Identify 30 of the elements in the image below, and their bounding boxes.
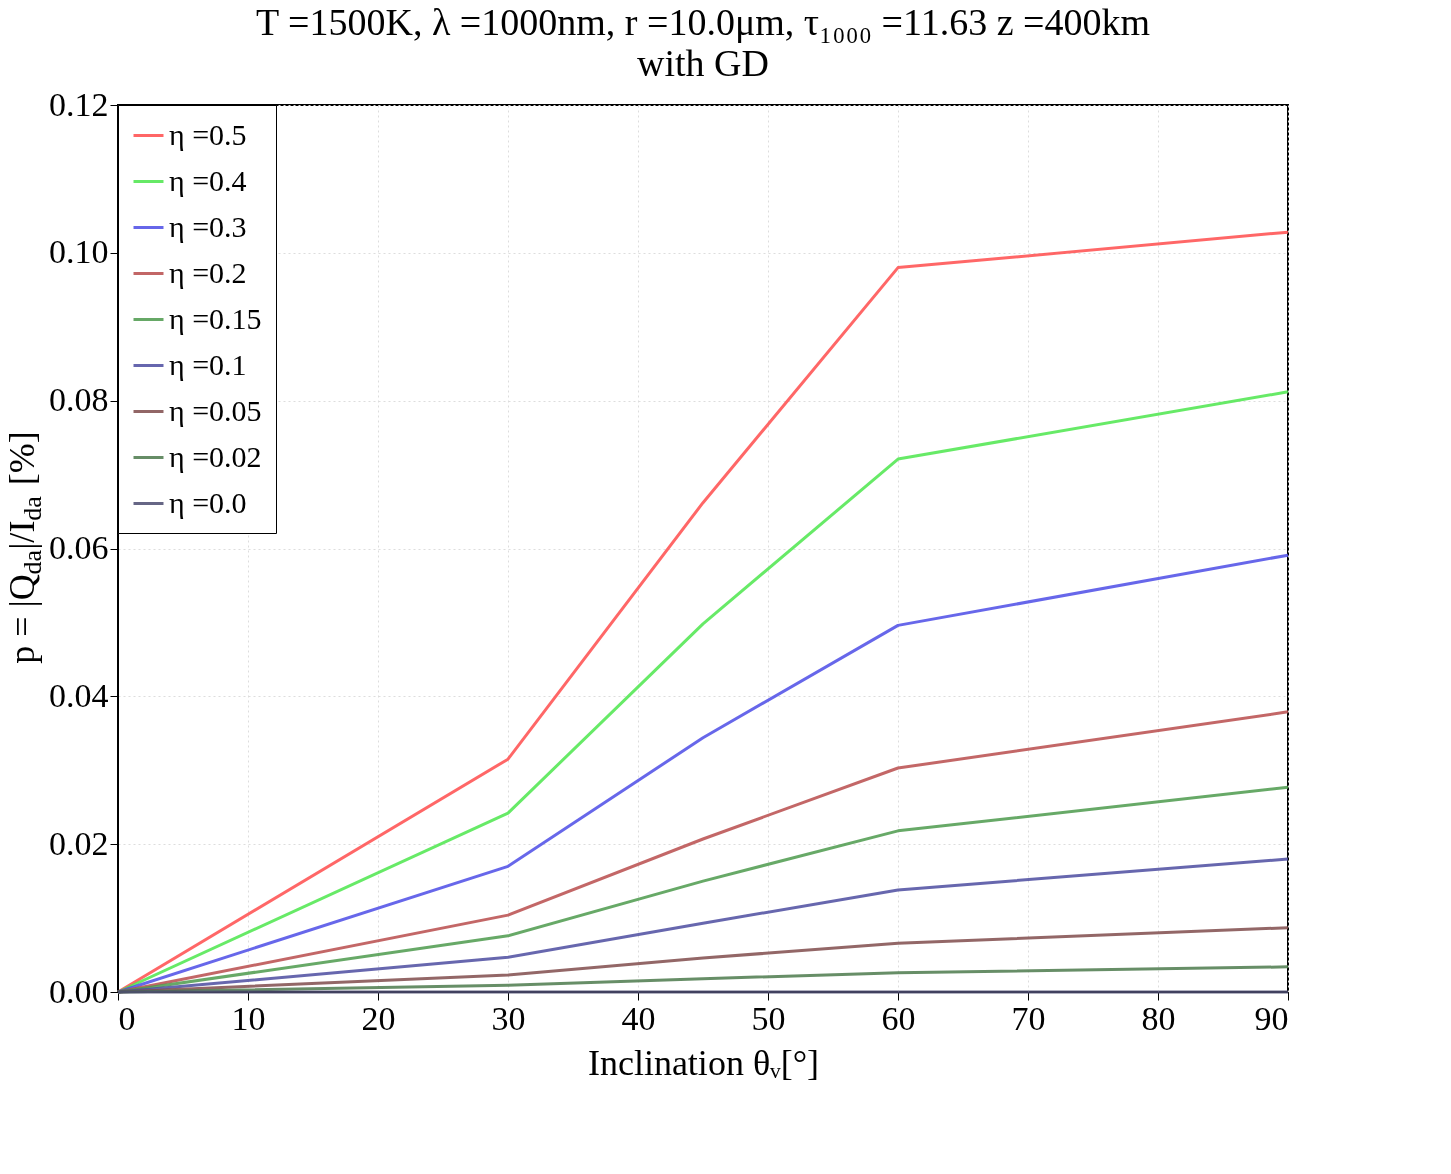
y-tick-label: 0.04 (49, 676, 109, 714)
y-tick-label: 0.12 (49, 85, 109, 123)
x-axis-title: Inclination θᵥ[°] (587, 1042, 820, 1083)
legend-label: η =0.15 (169, 301, 262, 335)
y-axis-title: p = |Qda|/Ida [%] (2, 431, 47, 664)
x-tick-label: 70 (1011, 999, 1046, 1037)
chart-subtitle: with GD (637, 42, 769, 84)
x-tick-label: 60 (881, 999, 916, 1037)
x-tick-label: 40 (621, 999, 656, 1037)
x-tick-label: 30 (491, 999, 526, 1037)
legend-label: η =0.0 (169, 485, 247, 519)
y-tick-label: 0.02 (49, 824, 109, 862)
x-tick-label: 0 (118, 999, 136, 1037)
legend-label: η =0.4 (169, 163, 247, 197)
legend-label: η =0.05 (169, 393, 262, 427)
legend-label: η =0.1 (169, 347, 247, 381)
legend-label: η =0.2 (169, 255, 247, 289)
y-tick-label: 0.08 (49, 381, 109, 419)
x-tick-label: 50 (751, 999, 786, 1037)
x-tick-label: 80 (1141, 999, 1176, 1037)
y-tick-label: 0.06 (49, 529, 109, 566)
y-tick-label: 0.10 (49, 233, 109, 271)
y-tick-label: 0.00 (49, 972, 109, 1010)
chart-title: T =1500K, λ =1000nm, r =10.0μm, τ₁₀₀₀ =11.63 z =400km (256, 1, 1150, 43)
x-tick-label: 10 (231, 999, 266, 1037)
legend-label: η =0.3 (169, 209, 247, 243)
legend-label: η =0.5 (169, 117, 247, 151)
x-tick-label: 90 (1254, 999, 1289, 1037)
legend-label: η =0.02 (169, 439, 262, 473)
x-tick-label: 20 (361, 999, 396, 1037)
